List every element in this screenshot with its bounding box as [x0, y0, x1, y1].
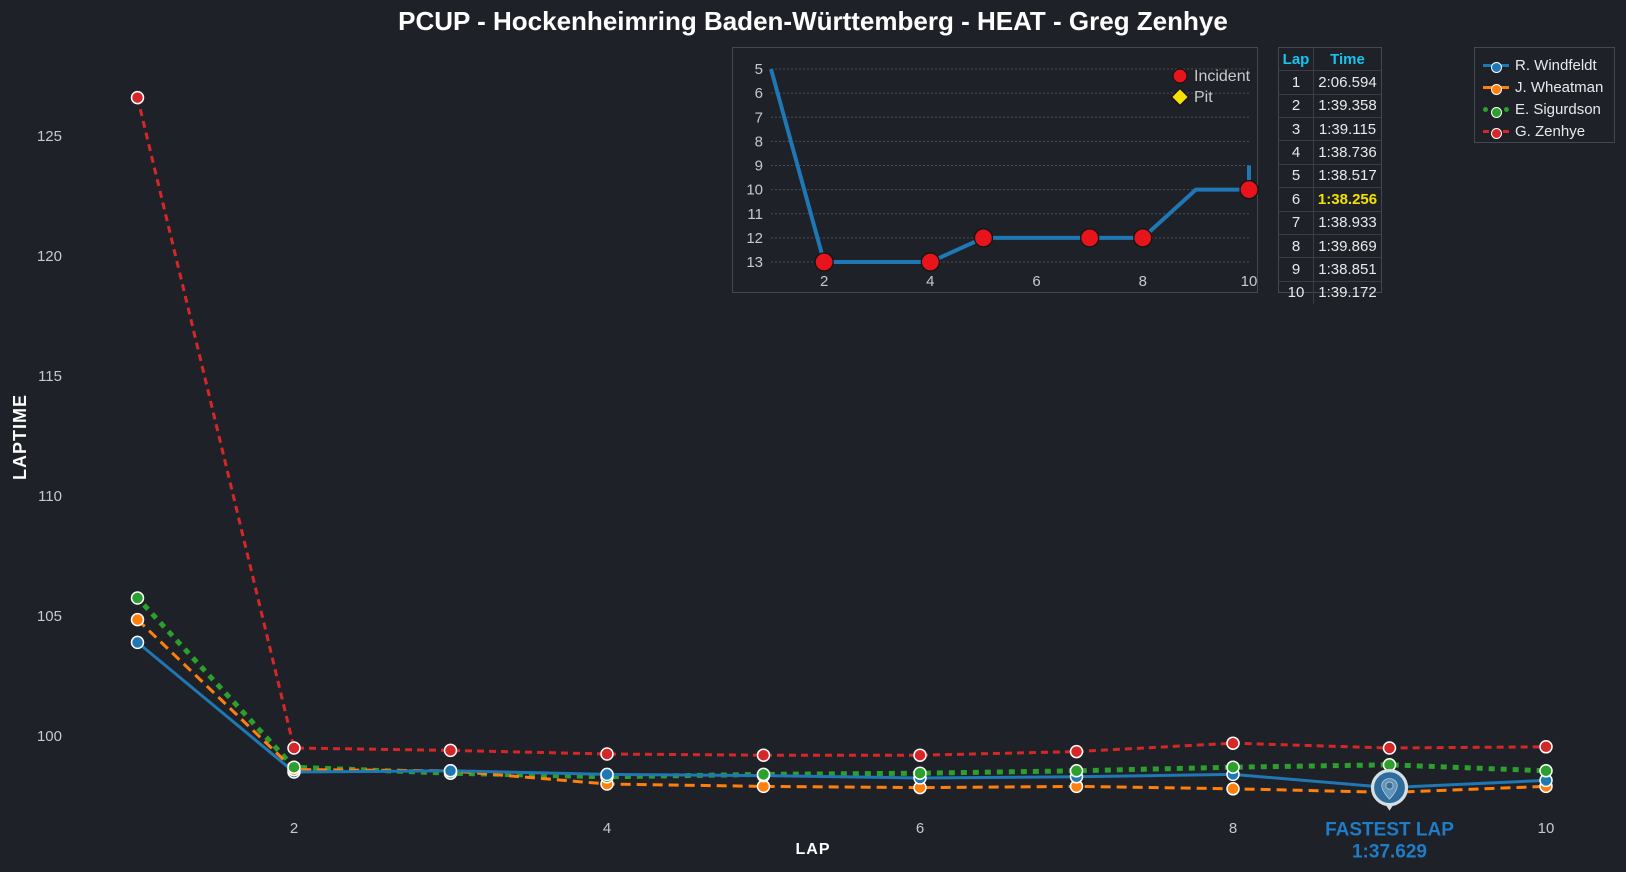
svg-text:6: 6 — [1032, 273, 1040, 290]
svg-text:100: 100 — [37, 728, 62, 745]
svg-text:4: 4 — [603, 820, 611, 837]
svg-text:9: 9 — [755, 158, 763, 175]
svg-text:8: 8 — [755, 133, 763, 150]
svg-text:6: 6 — [916, 820, 924, 837]
svg-text:6: 6 — [755, 85, 763, 102]
svg-text:8: 8 — [1229, 820, 1237, 837]
svg-text:8: 8 — [1139, 273, 1147, 290]
svg-text:120: 120 — [37, 248, 62, 265]
svg-text:115: 115 — [38, 368, 62, 385]
svg-text:12: 12 — [746, 230, 763, 247]
svg-text:105: 105 — [37, 608, 62, 625]
svg-text:10: 10 — [1538, 820, 1555, 837]
svg-text:Pit: Pit — [1194, 89, 1213, 106]
svg-text:13: 13 — [746, 254, 763, 271]
svg-text:10: 10 — [746, 182, 763, 199]
svg-text:110: 110 — [38, 488, 62, 505]
svg-text:125: 125 — [37, 128, 62, 145]
svg-text:11: 11 — [747, 206, 763, 223]
svg-text:5: 5 — [755, 61, 763, 78]
svg-text:2: 2 — [820, 273, 828, 290]
svg-text:4: 4 — [926, 273, 934, 290]
svg-text:1:37.629: 1:37.629 — [1352, 842, 1427, 863]
svg-text:Incident: Incident — [1194, 68, 1251, 85]
svg-text:7: 7 — [755, 109, 763, 126]
svg-text:10: 10 — [1241, 273, 1258, 290]
svg-text:2: 2 — [290, 820, 298, 837]
svg-text:FASTEST LAP: FASTEST LAP — [1325, 820, 1454, 841]
